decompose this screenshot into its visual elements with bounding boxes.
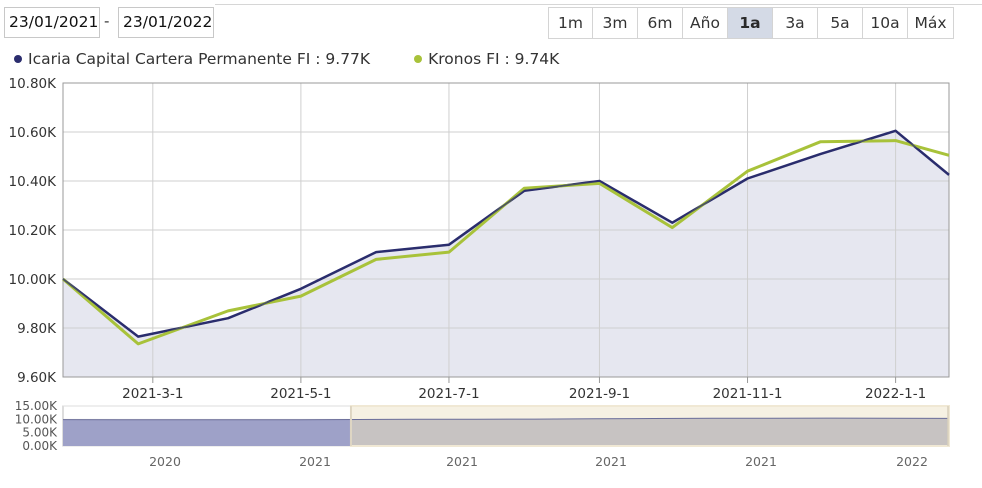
navigator-line [62, 417, 950, 421]
range-1m-button[interactable]: 1m [549, 8, 593, 38]
chart-legend: Icaria Capital Cartera Permanente FI : 9… [14, 50, 559, 68]
navigator-x-label: 2022 [896, 454, 928, 469]
navigator-x-label: 2020 [149, 454, 181, 469]
top-divider [215, 4, 982, 5]
legend-value-kronos: 9.74K [514, 50, 560, 68]
y-tick-label: 10.00K [8, 272, 57, 288]
x-tick-label: 2021-11-1 [713, 386, 783, 402]
y-tick-label: 10.60K [8, 125, 57, 141]
range-selector: 1m 3m 6m Año 1a 3a 5a 10a Máx [548, 7, 954, 39]
x-tick-label: 2021-7-1 [418, 386, 479, 402]
legend-label-icaria: Icaria Capital Cartera Permanente FI [28, 50, 311, 68]
x-tick-label: 2021-3-1 [122, 386, 183, 402]
plot-border [62, 82, 950, 378]
navigator-area-unselected [63, 419, 351, 446]
legend-marker-kronos [414, 55, 423, 63]
range-10a-button[interactable]: 10a [863, 8, 908, 38]
x-tick-label: 2021-5-1 [270, 386, 331, 402]
x-tick-label: 2021-9-1 [569, 386, 630, 402]
date-to-input[interactable]: 23/01/2022 [118, 7, 214, 38]
series-line-kronos [62, 139, 950, 346]
range-1a-button[interactable]: 1a [728, 8, 773, 38]
date-from-input[interactable]: 23/01/2021 [4, 7, 100, 38]
series-line-icaria-overlay [62, 129, 950, 338]
range-max-button[interactable]: Máx [908, 8, 953, 38]
navigator-y-label: 0.00K [22, 439, 58, 453]
legend-item-icaria[interactable]: Icaria Capital Cartera Permanente FI : 9… [14, 50, 370, 68]
legend-value-icaria: 9.77K [325, 50, 371, 68]
legend-label-kronos: Kronos FI [428, 50, 500, 68]
range-3m-button[interactable]: 3m [593, 8, 638, 38]
range-5a-button[interactable]: 5a [818, 8, 863, 38]
legend-separator: : [310, 50, 326, 68]
x-tick-label: 2022-1-1 [865, 386, 926, 402]
navigator-y-label: 10.00K [15, 412, 58, 426]
navigator-x-label: 2021 [595, 454, 627, 469]
y-tick-label: 9.60K [17, 370, 57, 386]
navigator-x-label: 2021 [299, 454, 331, 469]
legend-separator: : [499, 50, 515, 68]
date-separator: - [104, 12, 110, 30]
range-3a-button[interactable]: 3a [773, 8, 818, 38]
y-tick-label: 10.80K [8, 76, 57, 92]
legend-marker-icaria [14, 55, 22, 63]
range-ano-button[interactable]: Año [683, 8, 728, 38]
y-tick-label: 10.20K [8, 223, 57, 239]
y-tick-label: 10.40K [8, 174, 57, 190]
y-tick-label: 9.80K [17, 321, 57, 337]
navigator-y-label: 5.00K [22, 426, 58, 440]
navigator-y-label: 15.00K [15, 399, 58, 413]
navigator-x-label: 2021 [745, 454, 777, 469]
navigator-x-label: 2021 [446, 454, 478, 469]
legend-item-kronos[interactable]: Kronos FI : 9.74K [414, 50, 559, 68]
navigator-area-selected [350, 418, 949, 446]
range-6m-button[interactable]: 6m [638, 8, 683, 38]
series-area-icaria [63, 130, 949, 377]
